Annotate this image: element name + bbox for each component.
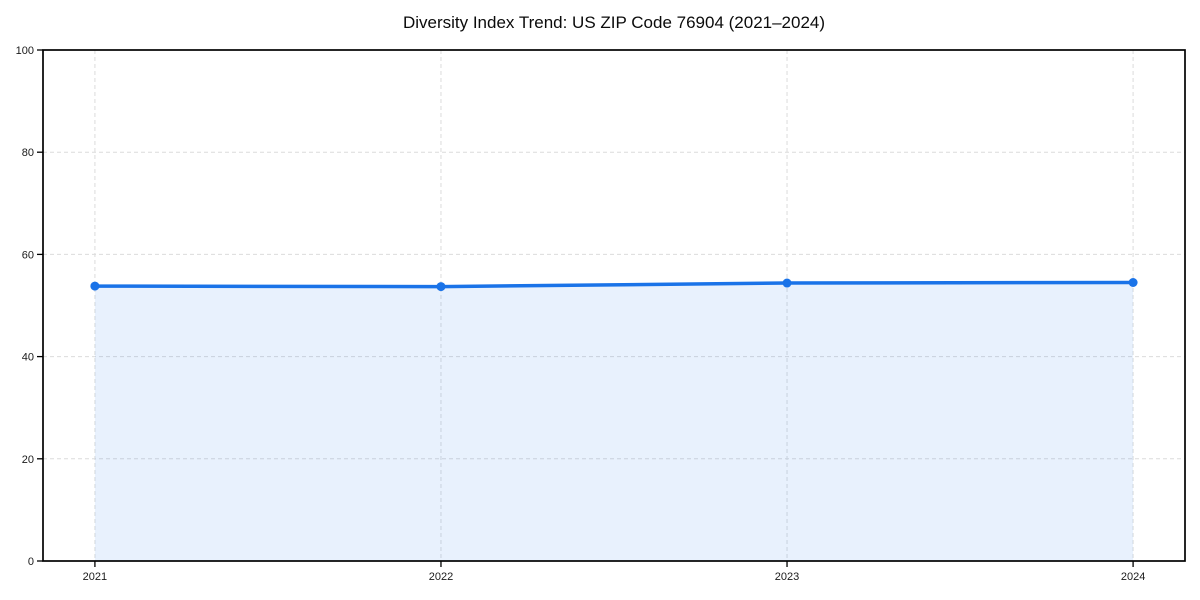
- x-tick-label: 2023: [775, 571, 799, 583]
- data-point-2021: [90, 281, 100, 291]
- chart-title: Diversity Index Trend: US ZIP Code 76904…: [402, 13, 826, 32]
- data-point-2023: [782, 278, 792, 288]
- x-tick-label: 2024: [1121, 571, 1145, 583]
- y-tick-label: 80: [22, 147, 34, 159]
- y-tick-label: 100: [16, 45, 34, 57]
- y-tick-label: 40: [22, 352, 34, 364]
- trend-line: [93, 280, 1135, 289]
- plot-border: [42, 49, 1186, 562]
- y-tick-label: 20: [22, 454, 34, 466]
- y-tick-label: 0: [28, 556, 34, 568]
- x-tick-label: 2022: [429, 571, 453, 583]
- data-point-2024: [1128, 278, 1138, 288]
- x-tick-label: 2021: [83, 571, 107, 583]
- y-tick-label: 60: [22, 249, 34, 261]
- data-point-2022: [436, 282, 446, 292]
- area-fill: [94, 282, 1134, 561]
